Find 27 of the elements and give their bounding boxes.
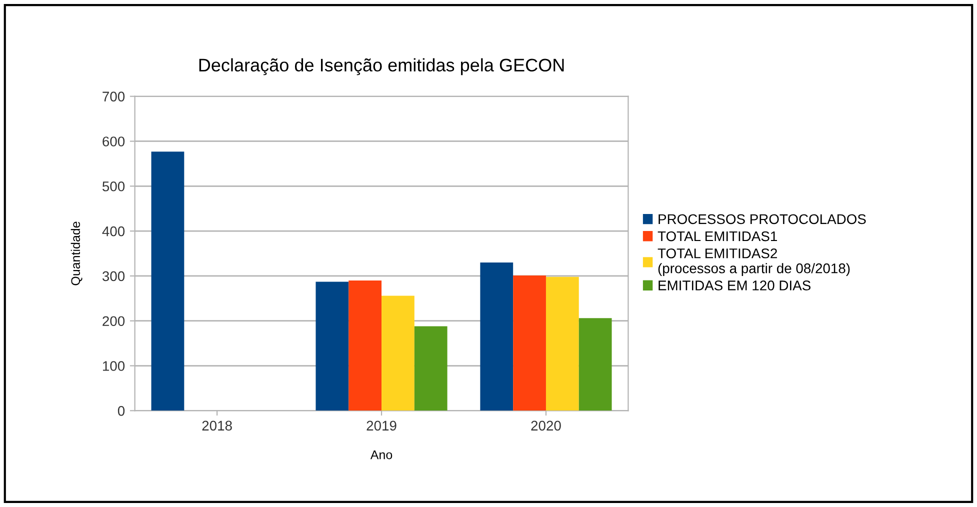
- x-tick-label: 2020: [531, 420, 561, 431]
- legend-label: TOTAL EMITIDAS2 (processos a partir de 08/2018): [658, 248, 850, 276]
- bar: [348, 280, 382, 411]
- y-tick-label: 500: [102, 181, 125, 192]
- bar: [578, 318, 612, 411]
- bar: [546, 276, 579, 411]
- y-tick-label: 600: [102, 136, 125, 146]
- bar: [513, 276, 546, 411]
- x-axis-title: Ano: [370, 450, 392, 460]
- y-tick-label: 400: [102, 226, 125, 236]
- bar: [382, 296, 414, 411]
- legend-label: TOTAL EMITIDAS1: [658, 231, 777, 242]
- legend-label: EMITIDAS EM 120 DIAS: [658, 280, 810, 290]
- y-tick-label: 300: [102, 271, 125, 282]
- bar: [316, 282, 349, 411]
- bar: [151, 152, 184, 411]
- y-axis-title: Quantidade: [70, 222, 82, 286]
- bar: [414, 326, 448, 411]
- bar: [480, 262, 514, 411]
- chart-title: Declaração de Isenção emitidas pela GECON: [199, 58, 564, 76]
- y-tick-label: 200: [102, 316, 125, 326]
- y-tick-label: 100: [102, 361, 125, 371]
- y-tick-label: 0: [118, 406, 125, 416]
- x-tick-label: 2019: [366, 420, 396, 431]
- legend-label: PROCESSOS PROTOCOLADOS: [658, 214, 866, 224]
- x-tick-label: 2018: [202, 420, 232, 431]
- y-tick-label: 700: [102, 92, 125, 102]
